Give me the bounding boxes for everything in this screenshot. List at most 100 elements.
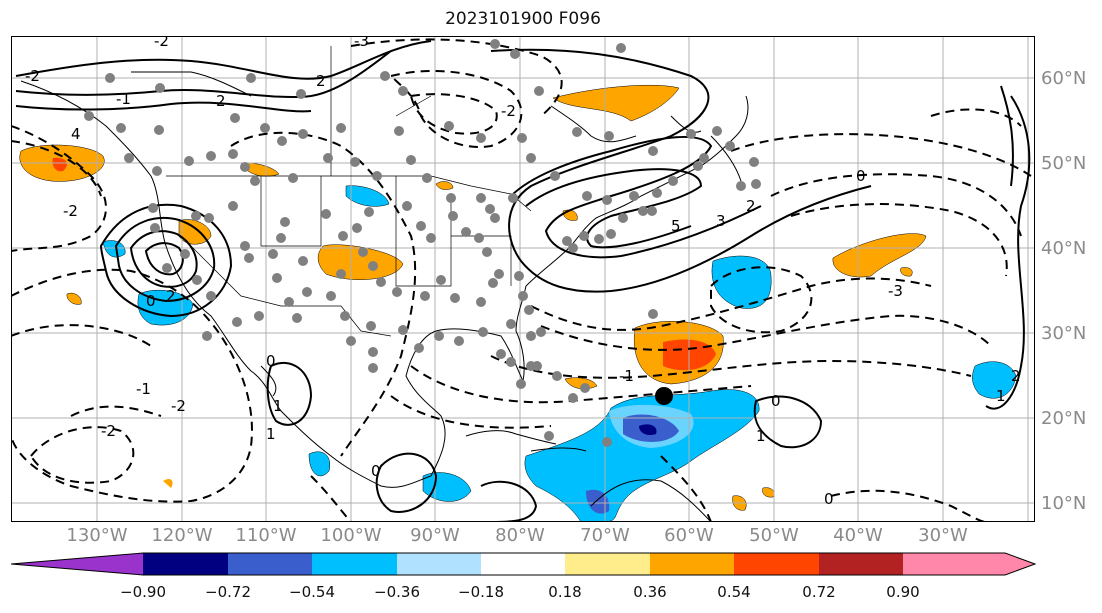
station-dot: [476, 193, 486, 203]
station-dot: [268, 249, 278, 259]
colorbar-swatch: [143, 553, 228, 575]
station-dot: [394, 126, 404, 136]
storm-center-marker: [655, 387, 673, 405]
station-dot: [490, 213, 500, 223]
station-dot: [572, 127, 582, 137]
station-dot: [380, 71, 390, 81]
station-dot: [148, 203, 158, 213]
contour-label: 2: [1011, 367, 1021, 385]
station-dot: [474, 233, 484, 243]
contour-label: 1: [756, 427, 766, 445]
station-dot: [568, 393, 578, 403]
station-dot: [420, 291, 430, 301]
station-dot: [594, 234, 604, 244]
contour-label: 4: [71, 125, 81, 143]
contour-label: -2: [25, 67, 40, 85]
station-dot: [162, 263, 172, 273]
station-dot: [446, 193, 456, 203]
station-dot: [292, 313, 302, 323]
station-dot: [284, 297, 294, 307]
station-dot: [648, 146, 658, 156]
station-dot: [124, 153, 134, 163]
station-dot: [416, 221, 426, 231]
station-dot: [488, 278, 498, 288]
station-dot: [426, 233, 436, 243]
contour-label: -3: [354, 36, 369, 50]
station-dot: [693, 161, 703, 171]
lon-label: 130°W: [66, 525, 128, 546]
station-dot: [402, 201, 412, 211]
lon-label: 100°W: [320, 525, 382, 546]
station-dot: [536, 327, 546, 337]
station-dot: [496, 349, 506, 359]
station-dot: [517, 133, 527, 143]
station-dot: [534, 86, 544, 96]
station-dot: [550, 171, 560, 181]
colorbar: [11, 552, 1037, 576]
station-dot: [228, 149, 238, 159]
colorbar-tick: 0.72: [802, 583, 836, 601]
station-dot: [376, 277, 386, 287]
colorbar-swatch: [734, 553, 819, 575]
station-dot: [686, 129, 696, 139]
station-dot: [84, 111, 94, 121]
lat-label: 30°N: [1041, 323, 1087, 344]
station-dot: [648, 309, 658, 319]
station-dot: [232, 317, 242, 327]
station-dot: [202, 331, 212, 341]
lon-label: 80°W: [495, 525, 545, 546]
contour-label: 0: [371, 462, 381, 480]
station-dot: [368, 347, 378, 357]
contour-label: 0: [856, 167, 866, 185]
station-dot: [240, 162, 250, 172]
station-dot: [340, 311, 350, 321]
station-dot: [604, 131, 614, 141]
station-dot: [444, 121, 454, 131]
station-dot: [204, 213, 214, 223]
lat-label: 10°N: [1041, 493, 1087, 514]
station-dot: [302, 287, 312, 297]
station-dot: [296, 89, 306, 99]
contour-label: 1: [273, 397, 283, 415]
station-dot: [552, 371, 562, 381]
station-dot: [510, 49, 520, 59]
station-dot: [422, 173, 432, 183]
station-dot: [368, 261, 378, 271]
contour-labels: -2 -3 2 -2 -1 2 4 -2 0 2 1 0 -1 1 -2 -2 …: [25, 36, 1021, 508]
colorbar-swatch: [565, 553, 650, 575]
contour-label: -2: [501, 102, 516, 120]
contour-label: 0: [266, 352, 276, 370]
colorbar-swatch: [11, 553, 143, 575]
colorbar-tick: 0.36: [633, 583, 667, 601]
contour-label: -1: [116, 90, 131, 108]
station-dot: [192, 275, 202, 285]
contour-label: -1: [619, 367, 634, 385]
lat-lon-grid: [11, 36, 1035, 522]
station-dots: [84, 39, 761, 447]
station-dot: [516, 379, 526, 389]
station-dot: [518, 291, 528, 301]
contour-label: -2: [154, 36, 169, 50]
station-dot: [602, 195, 612, 205]
station-dot: [206, 291, 216, 301]
station-dot: [749, 157, 759, 167]
station-dot: [398, 325, 408, 335]
station-dot: [338, 231, 348, 241]
lon-label: 30°W: [918, 525, 968, 546]
station-dot: [434, 331, 444, 341]
station-dot: [346, 336, 356, 346]
station-dot: [105, 73, 115, 83]
station-dot: [368, 363, 378, 373]
station-dot: [398, 86, 408, 96]
colorbar-tick: −0.54: [289, 583, 335, 601]
contours-dashed: [11, 38, 1032, 522]
weather-map: -2 -3 2 -2 -1 2 4 -2 0 2 1 0 -1 1 -2 -2 …: [11, 36, 1035, 522]
colorbar-tick: −0.90: [120, 583, 166, 601]
station-dot: [629, 191, 639, 201]
contour-label: -2: [63, 202, 78, 220]
station-dot: [272, 273, 282, 283]
station-dot: [364, 207, 374, 217]
contour-label: 3: [716, 212, 726, 230]
station-dot: [485, 204, 495, 214]
colorbar-tick: −0.72: [205, 583, 251, 601]
